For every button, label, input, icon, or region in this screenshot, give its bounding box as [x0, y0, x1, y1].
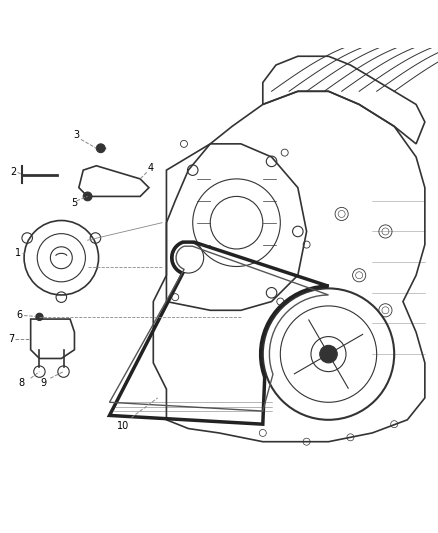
Text: 4: 4: [148, 163, 154, 173]
Circle shape: [83, 192, 92, 201]
Text: 7: 7: [8, 334, 14, 344]
Text: 10: 10: [117, 422, 129, 431]
Text: 2: 2: [10, 167, 16, 177]
Circle shape: [96, 144, 105, 152]
Circle shape: [36, 313, 43, 320]
Text: 1: 1: [14, 248, 21, 259]
Text: 3: 3: [74, 130, 80, 140]
Text: 9: 9: [41, 377, 47, 387]
Circle shape: [320, 345, 337, 363]
Text: 8: 8: [19, 377, 25, 387]
Text: 5: 5: [71, 198, 78, 208]
Text: 6: 6: [17, 310, 23, 320]
